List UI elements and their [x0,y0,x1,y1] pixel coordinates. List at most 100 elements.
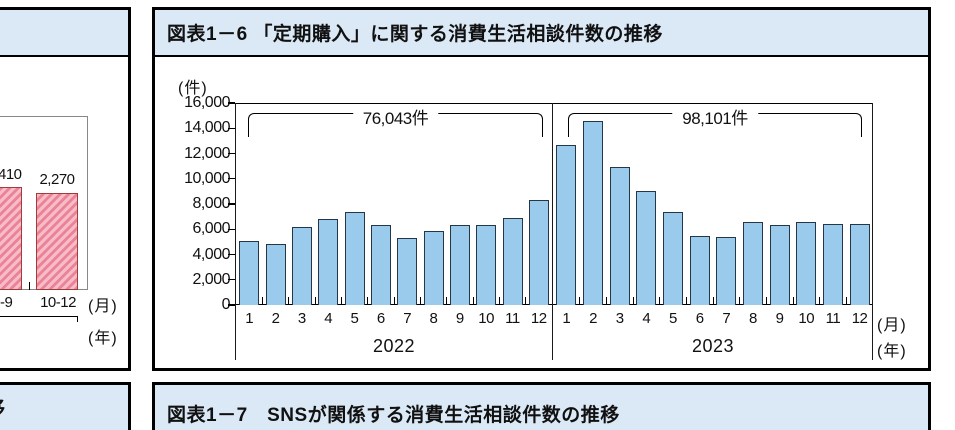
bar-2023-1 [556,145,577,305]
bar-2023-8 [743,222,763,305]
y-tick-label: 16,000 [184,94,230,111]
y-tick-label: 4,000 [192,245,230,263]
month-label: 12 [851,310,868,327]
month-boundary-tick [498,297,500,305]
bar-2022-8 [423,231,444,305]
y-tick-mark [228,127,235,129]
mini-year-bracket [0,316,78,322]
month-label: 9 [775,310,784,327]
y-tick-mark [228,152,235,155]
plot-right-edge-line [872,103,874,360]
figure6-title: 図表1－6 「定期購入」に関する消費生活相談件数の推移 [167,24,663,45]
month-boundary-tick [739,297,741,305]
bar-2022-10 [476,225,497,305]
year-label-2022: 2022 [372,336,416,356]
month-label: 5 [669,310,677,327]
bar-2023-11 [823,224,843,305]
total-annotation-2022: 76,043件 [352,104,439,129]
bar-2022-6 [370,225,391,305]
y-tick-label: 6,000 [192,220,230,238]
month-boundary-tick [261,297,263,305]
bar-2022-7 [397,238,418,305]
month-boundary-tick [446,297,448,305]
bar-2022-4 [318,219,339,305]
month-boundary-tick [685,297,687,305]
y-tick-mark [228,178,235,180]
month-boundary-tick [579,297,581,305]
y-tick-label: 2,000 [192,270,230,288]
bar-2023-5 [663,212,683,305]
month-boundary-tick [819,297,821,305]
y-tick-label: 12,000 [184,144,230,162]
left-figure-titlebar [0,10,128,57]
mini-axis-tick [29,282,30,290]
month-label: 2 [271,310,280,327]
month-boundary-tick [472,297,474,305]
bar-2023-10 [796,222,817,305]
figure6-panel [152,7,931,371]
bar-2023-12 [849,224,870,305]
total-bracket-2023: 98,101件 [568,104,862,137]
month-boundary-tick [765,297,767,305]
month-boundary-tick [632,297,634,305]
month-label: 1 [245,310,254,327]
month-boundary-tick [367,297,369,305]
month-label: 1 [562,310,571,327]
plot-frame [235,103,873,305]
bar-2022-11 [502,218,523,305]
left-next-figure-panel [0,382,131,430]
y-tick-mark [228,228,235,230]
y-tick-mark [228,253,235,256]
y-tick-mark [228,203,235,205]
y-tick-mark [228,102,235,104]
month-boundary-tick [314,297,316,305]
month-label: 2 [589,310,597,327]
figure6-titlebar: 図表1－6 「定期購入」に関する消費生活相談件数の推移 [155,10,928,57]
month-label: 3 [615,310,624,327]
bar-2023-4 [636,191,657,305]
month-boundary-tick [605,297,607,305]
year-unit-label: (年) [877,343,907,360]
y-tick-mark [228,279,235,281]
month-label-row: 1 2 3 4 5 6 7 8 9 10 11 12 [236,310,552,327]
bar-2022-12 [528,200,549,305]
y-tick-label: 8,000 [192,195,230,212]
month-label-row: 1 2 3 4 5 6 7 8 9 10 11 12 [553,310,873,327]
month-label: 10 [478,310,494,327]
y-tick-mark [228,304,235,306]
month-label: 8 [429,310,438,327]
month-boundary-tick [340,297,342,305]
month-boundary-tick [659,297,661,305]
bar-2022-1 [239,241,260,305]
year-separator-line [552,103,554,360]
bar-2023-9 [769,225,790,305]
bar-2023-2 [583,121,603,305]
month-label: 5 [350,310,359,327]
mini-bar-label-2: 2,270 [39,171,75,188]
month-label: 7 [403,310,412,327]
month-boundary-tick [419,297,421,305]
mini-year-unit-label: (年) [88,330,118,347]
month-label: 6 [695,310,704,327]
y-tick-label: 10,000 [184,169,230,187]
bar-2023-6 [689,236,710,305]
bar-2022-9 [449,225,470,305]
mini-x-label-2: 10-12 [40,294,76,311]
total-annotation-2023: 98,101件 [672,104,758,129]
bar-2023-7 [716,237,737,305]
mini-month-unit-label: (月) [88,298,118,315]
month-label: 7 [722,310,731,327]
total-bracket-2022: 76,043件 [248,104,543,137]
month-label: 6 [376,310,385,327]
y-tick-label: 14,000 [184,119,230,137]
month-label: 4 [324,310,333,327]
month-label: 9 [455,310,464,327]
bar-2022-3 [291,227,312,305]
month-boundary-tick [845,297,847,305]
mini-bar--9 [0,187,22,290]
mini-x-label-1: -9 [0,294,13,311]
month-label: 11 [505,310,520,327]
bar-2023-3 [609,167,630,305]
month-label: 11 [825,310,841,327]
